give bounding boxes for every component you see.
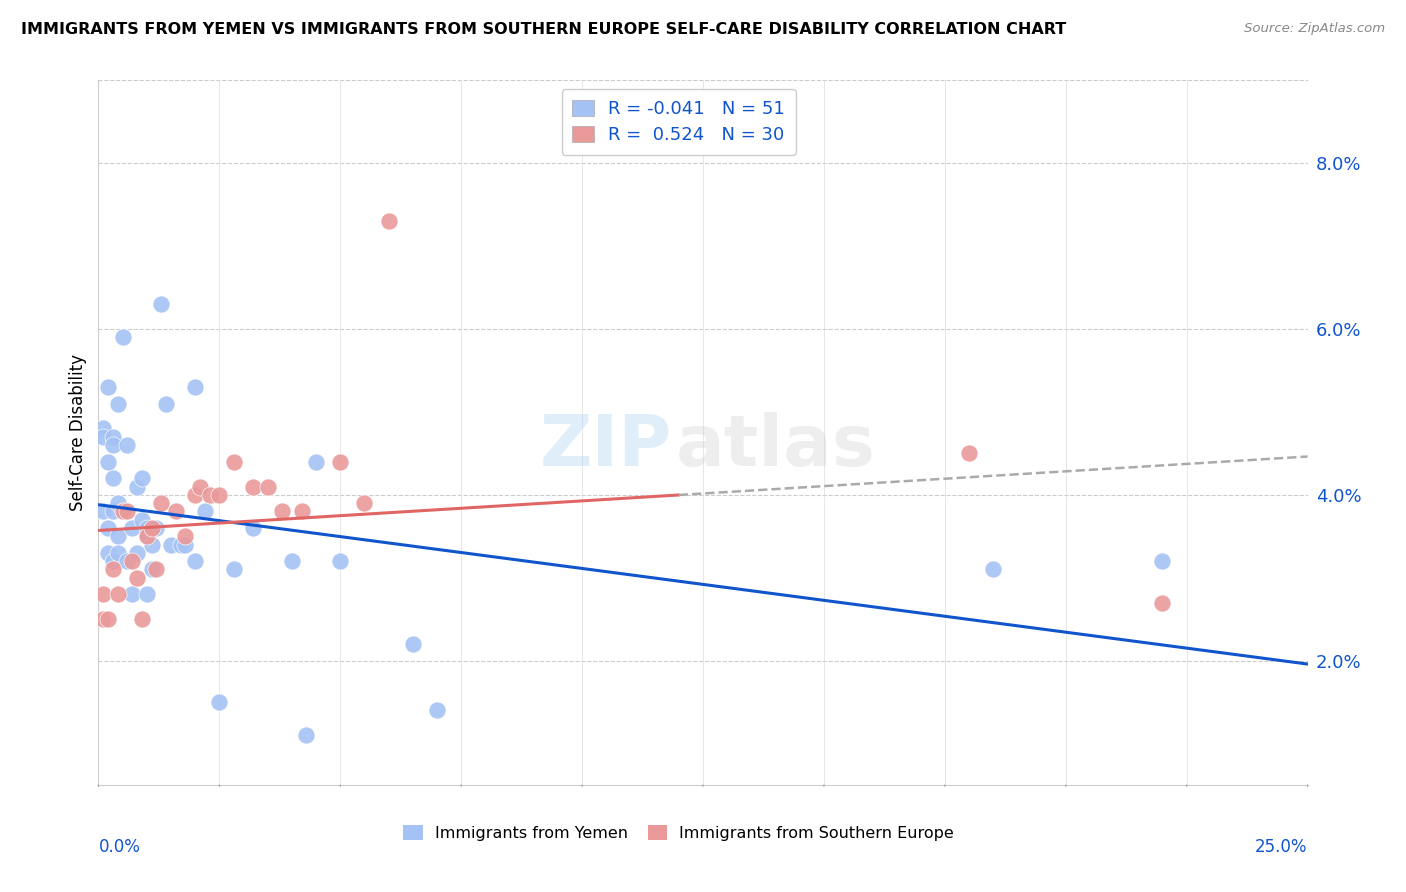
Point	[107, 546, 129, 560]
Point	[111, 504, 134, 518]
Point	[101, 430, 124, 444]
Point	[222, 562, 245, 576]
Point	[107, 529, 129, 543]
Point	[101, 471, 124, 485]
Point	[957, 446, 980, 460]
Point	[91, 504, 114, 518]
Point	[101, 562, 124, 576]
Point	[208, 488, 231, 502]
Point	[135, 529, 157, 543]
Point	[107, 496, 129, 510]
Point	[131, 612, 153, 626]
Point	[150, 496, 173, 510]
Point	[107, 396, 129, 410]
Point	[91, 587, 114, 601]
Point	[135, 521, 157, 535]
Point	[208, 695, 231, 709]
Point	[97, 612, 120, 626]
Point	[160, 537, 183, 551]
Point	[242, 479, 264, 493]
Point	[198, 488, 221, 502]
Point	[305, 455, 328, 469]
Point	[135, 529, 157, 543]
Point	[111, 504, 134, 518]
Point	[127, 571, 149, 585]
Point	[1152, 596, 1174, 610]
Point	[329, 554, 352, 568]
Point	[329, 455, 352, 469]
Point	[184, 554, 207, 568]
Point	[97, 380, 120, 394]
Point	[242, 521, 264, 535]
Point	[222, 455, 245, 469]
Point	[184, 380, 207, 394]
Point	[97, 455, 120, 469]
Point	[127, 479, 149, 493]
Point	[981, 562, 1004, 576]
Y-axis label: Self-Care Disability: Self-Care Disability	[69, 354, 87, 511]
Text: ZIP: ZIP	[540, 412, 672, 481]
Text: atlas: atlas	[676, 412, 876, 481]
Point	[174, 529, 197, 543]
Point	[131, 513, 153, 527]
Point	[281, 554, 304, 568]
Point	[174, 537, 197, 551]
Point	[117, 438, 139, 452]
Point	[121, 521, 143, 535]
Point	[91, 421, 114, 435]
Point	[169, 537, 191, 551]
Point	[121, 554, 143, 568]
Point	[101, 438, 124, 452]
Point	[121, 587, 143, 601]
Point	[131, 471, 153, 485]
Text: IMMIGRANTS FROM YEMEN VS IMMIGRANTS FROM SOUTHERN EUROPE SELF-CARE DISABILITY CO: IMMIGRANTS FROM YEMEN VS IMMIGRANTS FROM…	[21, 22, 1066, 37]
Point	[127, 546, 149, 560]
Point	[91, 612, 114, 626]
Point	[91, 430, 114, 444]
Point	[184, 488, 207, 502]
Point	[111, 330, 134, 344]
Point	[194, 504, 217, 518]
Point	[426, 703, 449, 717]
Point	[101, 504, 124, 518]
Point	[117, 504, 139, 518]
Point	[117, 554, 139, 568]
Point	[141, 562, 163, 576]
Point	[165, 504, 187, 518]
Point	[290, 504, 312, 518]
Point	[353, 496, 375, 510]
Point	[256, 479, 278, 493]
Point	[107, 587, 129, 601]
Point	[141, 537, 163, 551]
Text: 0.0%: 0.0%	[98, 838, 141, 856]
Point	[295, 728, 318, 742]
Text: 25.0%: 25.0%	[1256, 838, 1308, 856]
Point	[1152, 554, 1174, 568]
Legend: Immigrants from Yemen, Immigrants from Southern Europe: Immigrants from Yemen, Immigrants from S…	[396, 819, 960, 847]
Point	[141, 521, 163, 535]
Point	[271, 504, 294, 518]
Point	[145, 521, 167, 535]
Point	[97, 521, 120, 535]
Text: Source: ZipAtlas.com: Source: ZipAtlas.com	[1244, 22, 1385, 36]
Point	[97, 546, 120, 560]
Point	[101, 554, 124, 568]
Point	[155, 396, 177, 410]
Point	[135, 587, 157, 601]
Point	[377, 214, 399, 228]
Point	[150, 297, 173, 311]
Point	[402, 637, 425, 651]
Point	[188, 479, 211, 493]
Point	[145, 562, 167, 576]
